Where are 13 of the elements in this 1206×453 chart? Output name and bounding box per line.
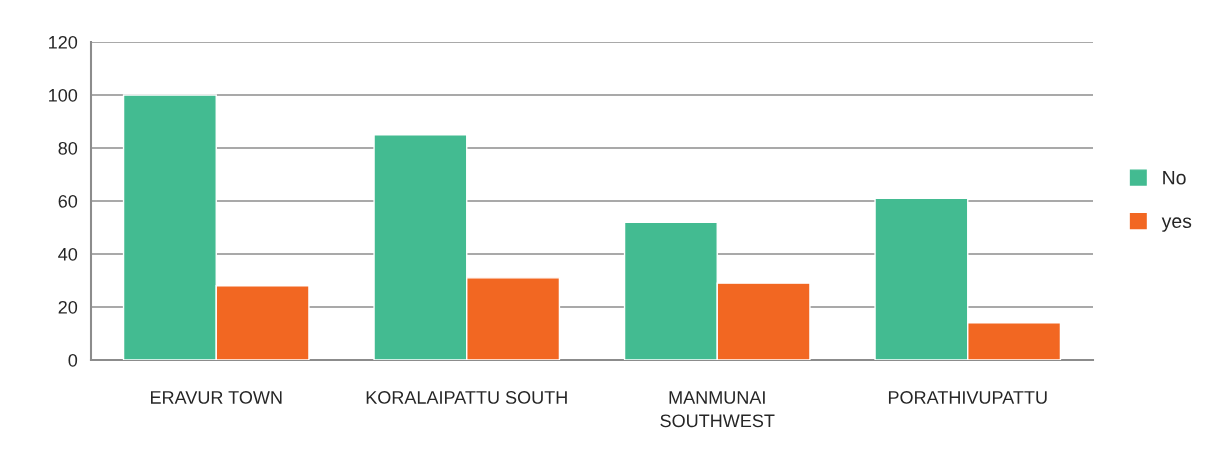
- y-tick-label: 80: [58, 141, 78, 155]
- x-tick-label: MANMUNAI SOUTHWEST: [660, 391, 775, 428]
- y-tick-label: 40: [58, 247, 78, 261]
- y-tick-label: 20: [58, 300, 78, 314]
- legend-label: yes: [1161, 217, 1192, 232]
- y-tick-label: 100: [49, 88, 78, 102]
- x-tick-label: ERAVUR TOWN: [151, 391, 282, 404]
- y-tick-label: 60: [58, 194, 78, 208]
- y-tick-label: 0: [68, 353, 78, 367]
- x-tick-label: KORALAIPATTU SOUTH: [366, 391, 567, 404]
- x-tick-label: PORATHIVUPATTU: [888, 391, 1047, 404]
- legend-label: No: [1163, 170, 1186, 185]
- y-tick-label: 120: [49, 35, 78, 49]
